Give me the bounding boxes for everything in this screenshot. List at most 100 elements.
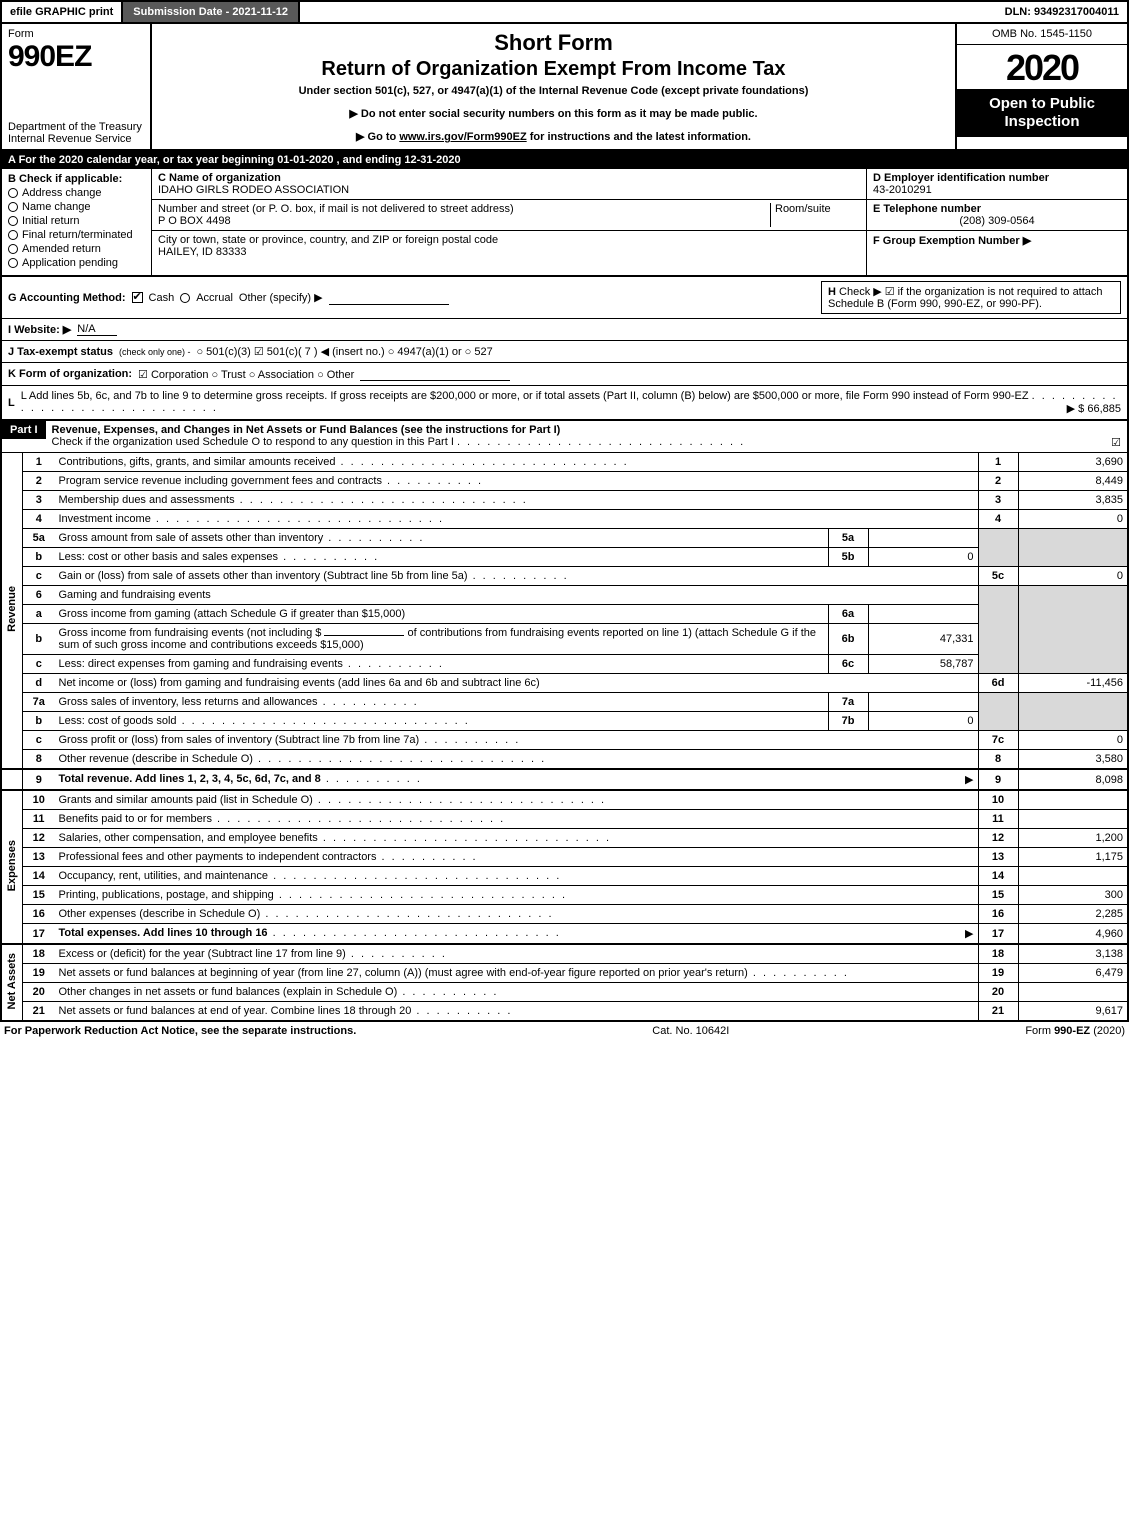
chk-address-change-label: Address change (22, 187, 102, 199)
l6d-desc: Net income or (loss) from gaming and fun… (59, 677, 540, 689)
chk-application-pending[interactable]: Application pending (8, 257, 145, 269)
row-k-formorg: K Form of organization: ☑ Corporation ○ … (0, 362, 1129, 385)
g-cash: Cash (149, 292, 175, 304)
line-13: 13 Professional fees and other payments … (1, 848, 1128, 867)
l6b-sn: 6b (828, 624, 868, 655)
l4-bv: 0 (1018, 510, 1128, 529)
col-def: D Employer identification number 43-2010… (867, 169, 1127, 275)
l7a-sv (868, 693, 978, 712)
l1-desc: Contributions, gifts, grants, and simila… (59, 456, 336, 468)
chk-name-change[interactable]: Name change (8, 201, 145, 213)
l14-bn: 14 (978, 867, 1018, 886)
l14-desc: Occupancy, rent, utilities, and maintena… (59, 870, 269, 882)
l20-bn: 20 (978, 983, 1018, 1002)
c-label: C Name of organization (158, 172, 860, 184)
l15-bv: 300 (1018, 886, 1128, 905)
line-9: 9 Total revenue. Add lines 1, 2, 3, 4, 5… (1, 769, 1128, 790)
footer-right: Form 990-EZ (2020) (1025, 1025, 1125, 1037)
l4-bn: 4 (978, 510, 1018, 529)
l6-num: 6 (23, 586, 55, 605)
l19-bn: 19 (978, 964, 1018, 983)
header-left: Form 990EZ Department of the Treasury In… (2, 24, 152, 149)
lines-table: Revenue 1 Contributions, gifts, grants, … (0, 452, 1129, 1022)
l11-bv (1018, 810, 1128, 829)
l6c-num: c (23, 655, 55, 674)
chk-initial-return-label: Initial return (22, 215, 79, 227)
chk-application-pending-label: Application pending (22, 257, 118, 269)
line-6: 6 Gaming and fundraising events (1, 586, 1128, 605)
l10-bv (1018, 790, 1128, 810)
topbar-spacer (300, 2, 997, 22)
row-c-name: C Name of organization IDAHO GIRLS RODEO… (152, 169, 866, 200)
l5ab-shade-v (1018, 529, 1128, 567)
l14-bv (1018, 867, 1128, 886)
side-netassets: Net Assets (1, 944, 23, 1021)
l6a-sv (868, 605, 978, 624)
instruction-goto: ▶ Go to www.irs.gov/Form990EZ for instru… (162, 130, 945, 143)
line-6a: a Gross income from gaming (attach Sched… (1, 605, 1128, 624)
l7a-desc: Gross sales of inventory, less returns a… (59, 696, 318, 708)
g-other-fill (329, 291, 449, 305)
chk-address-change[interactable]: Address change (8, 187, 145, 199)
l12-bv: 1,200 (1018, 829, 1128, 848)
chk-cash[interactable] (132, 292, 143, 303)
line-21: 21 Net assets or fund balances at end of… (1, 1002, 1128, 1022)
l17-bv: 4,960 (1018, 924, 1128, 945)
chk-final-return[interactable]: Final return/terminated (8, 229, 145, 241)
line-6b: b Gross income from fundraising events (… (1, 624, 1128, 655)
omb-number: OMB No. 1545-1150 (957, 24, 1127, 45)
l21-num: 21 (23, 1002, 55, 1022)
open-public-badge: Open to Public Inspection (957, 89, 1127, 137)
l17-num: 17 (23, 924, 55, 945)
instr2-prefix: ▶ Go to (356, 131, 399, 143)
chk-name-change-label: Name change (22, 201, 91, 213)
l7c-num: c (23, 731, 55, 750)
l18-num: 18 (23, 944, 55, 964)
form-number: 990EZ (8, 40, 144, 74)
submission-date-button[interactable]: Submission Date - 2021-11-12 (123, 2, 300, 22)
l21-bn: 21 (978, 1002, 1018, 1022)
chk-initial-return[interactable]: Initial return (8, 215, 145, 227)
line-14: 14 Occupancy, rent, utilities, and maint… (1, 867, 1128, 886)
col-c-org: C Name of organization IDAHO GIRLS RODEO… (152, 169, 867, 275)
form-label: Form (8, 28, 144, 40)
f-label: F Group Exemption Number ▶ (873, 234, 1121, 247)
l6b-desc1: Gross income from fundraising events (no… (59, 627, 322, 639)
chk-accrual[interactable] (180, 293, 190, 303)
l9-bn: 9 (978, 769, 1018, 790)
line-1: Revenue 1 Contributions, gifts, grants, … (1, 453, 1128, 472)
l9-bv: 8,098 (1018, 769, 1128, 790)
l7ab-shade-n (978, 693, 1018, 731)
l18-bv: 3,138 (1018, 944, 1128, 964)
line-5b: b Less: cost or other basis and sales ex… (1, 548, 1128, 567)
part1-header: Part I Revenue, Expenses, and Changes in… (0, 421, 1129, 452)
side-expenses: Expenses (1, 790, 23, 944)
line-19: 19 Net assets or fund balances at beginn… (1, 964, 1128, 983)
h-text: Check ▶ ☑ if the organization is not req… (828, 286, 1103, 310)
part1-check-text: Check if the organization used Schedule … (52, 436, 454, 448)
l8-desc: Other revenue (describe in Schedule O) (59, 753, 253, 765)
l6d-bn: 6d (978, 674, 1018, 693)
irs-link[interactable]: www.irs.gov/Form990EZ (399, 131, 526, 143)
l13-num: 13 (23, 848, 55, 867)
l-amount: ▶ $ 66,885 (1067, 402, 1121, 415)
l12-num: 12 (23, 829, 55, 848)
row-a-tax-year: A For the 2020 calendar year, or tax yea… (0, 151, 1129, 169)
c-value: IDAHO GIRLS RODEO ASSOCIATION (158, 184, 860, 196)
h-box: H Check ▶ ☑ if the organization is not r… (821, 281, 1121, 314)
l7b-num: b (23, 712, 55, 731)
l5b-sv: 0 (868, 548, 978, 567)
l12-bn: 12 (978, 829, 1018, 848)
line-8: 8 Other revenue (describe in Schedule O)… (1, 750, 1128, 770)
l6a-num: a (23, 605, 55, 624)
l3-bn: 3 (978, 491, 1018, 510)
side-revenue: Revenue (1, 453, 23, 770)
chk-amended-return[interactable]: Amended return (8, 243, 145, 255)
l1-bv: 3,690 (1018, 453, 1128, 472)
col-b-heading: B Check if applicable: (8, 173, 145, 185)
l21-desc: Net assets or fund balances at end of ye… (59, 1005, 412, 1017)
top-bar: efile GRAPHIC print Submission Date - 20… (0, 0, 1129, 24)
k-opts: ☑ Corporation ○ Trust ○ Association ○ Ot… (138, 368, 354, 381)
l6-shade-v (1018, 586, 1128, 674)
line-4: 4 Investment income 4 0 (1, 510, 1128, 529)
